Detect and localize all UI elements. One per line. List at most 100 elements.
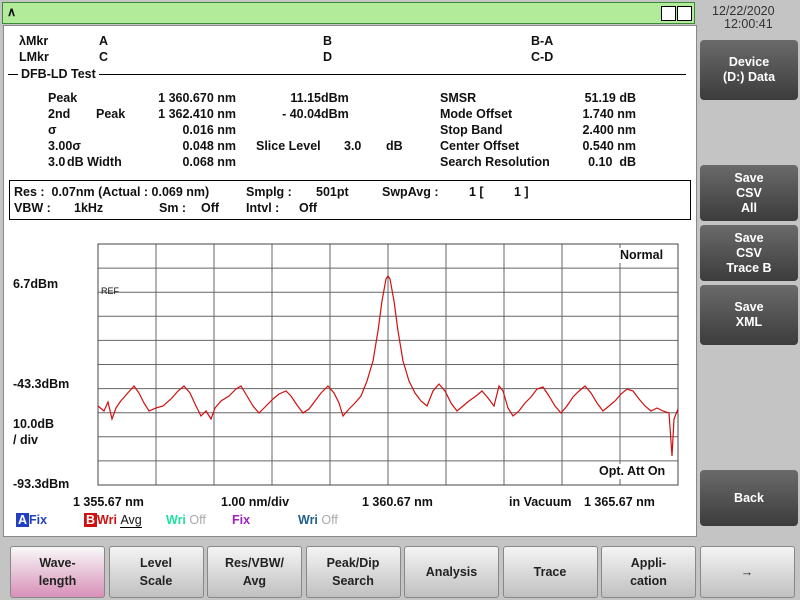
y-label: -43.3dBm [13, 377, 70, 391]
function-key-label: Search [332, 574, 374, 588]
x-label: 1.00 nm/div [221, 495, 290, 509]
result-unit: dBm [321, 91, 349, 105]
result-label: 2nd [48, 107, 71, 121]
result-label: SMSR [440, 91, 477, 105]
function-key-label: cation [630, 574, 667, 588]
maximize-button[interactable] [677, 6, 692, 21]
result-value: 3.0 [344, 139, 362, 153]
title-bar: ∧ [2, 2, 695, 24]
result-label: Stop Band [440, 123, 503, 137]
y-label: -93.3dBm [13, 477, 70, 491]
trace-suffix: Avg [120, 513, 142, 528]
trace-status: Wri [298, 513, 318, 527]
result-value: 1 362.410 nm [158, 107, 236, 121]
setting: VBW : [14, 201, 51, 215]
softkey-label: All [741, 200, 757, 215]
section-line [8, 74, 686, 75]
result-unit: dBm [321, 107, 349, 121]
result-value: 0.048 nm [182, 139, 236, 153]
softkey-label: Save [734, 300, 764, 314]
function-key[interactable]: Trace [502, 546, 598, 598]
result-label: Slice Level [256, 139, 321, 153]
function-key[interactable]: Appli-cation [601, 546, 696, 598]
setting: Res : 0.07nm (Actual : 0.069 nm) [14, 185, 210, 199]
softkey-label: Trace B [726, 260, 772, 275]
setting: Intvl : [246, 201, 280, 215]
logo: ∧ [7, 5, 17, 19]
function-key[interactable]: Level Scale [108, 546, 204, 598]
function-key[interactable]: Peak/Dip Search [305, 546, 401, 598]
softkey[interactable]: Device (D:) Data [700, 40, 798, 100]
x-label: 1 360.67 nm [362, 495, 433, 509]
trace-c[interactable]: Wri Off [166, 513, 206, 528]
setting: Sm : [159, 201, 187, 215]
att-label: Opt. Att On [596, 464, 669, 479]
setting: Off [201, 201, 220, 215]
result-value: 2.400 nm [582, 123, 636, 137]
softkey-label: CSV [736, 245, 762, 260]
result-value: 1.740 nm [582, 107, 636, 121]
softkey[interactable]: Save CSV Trace B [700, 225, 798, 281]
function-key-label: Level [140, 556, 172, 570]
section-title: DFB-LD Test [18, 67, 99, 82]
date: 12/22/2020 [712, 4, 775, 18]
function-key-label: Analysis [425, 565, 478, 579]
main-panel: λMkr A B B-A LMkr C D C-D DFB-LD Test Pe… [3, 25, 697, 537]
function-key-label: Res/VBW/ [224, 556, 285, 570]
result-value: 1 360.670 nm [158, 91, 236, 105]
time: 12:00:41 [724, 17, 773, 31]
softkey-label: Save [734, 230, 764, 245]
y-label: / div [13, 433, 39, 447]
softkey-label: CSV [736, 185, 762, 200]
plot-frame [97, 243, 679, 486]
marker-label: LMkr [19, 50, 49, 64]
function-key-label: Trace [533, 565, 567, 579]
function-key-label: → [740, 565, 754, 579]
spectrum-graph [97, 243, 679, 486]
function-key[interactable]: → [699, 546, 795, 598]
trace-b[interactable]: B Wri Avg [84, 513, 142, 528]
setting: Smplg : [246, 185, 292, 199]
result-value: 11.15 [290, 91, 321, 105]
setting: 501pt [316, 185, 349, 199]
function-key[interactable]: Res/VBW/Avg [207, 546, 302, 598]
softkey[interactable]: Save CSV All [700, 165, 798, 221]
result-label: 3.0 [48, 155, 66, 169]
setting: SwpAvg : [382, 185, 439, 199]
setting: 1kHz [74, 201, 104, 215]
marker-label: B [323, 34, 333, 48]
result-label: Mode Offset [440, 107, 513, 121]
marker-label: C-D [531, 50, 554, 64]
softkey[interactable]: Back [700, 470, 798, 526]
settings-box [9, 180, 691, 220]
minimize-button[interactable] [661, 6, 676, 21]
function-key-label: Wave- [39, 556, 76, 570]
function-key-label: Appli- [630, 556, 667, 570]
result-label: Peak [96, 107, 126, 121]
setting: 1 ] [514, 185, 529, 199]
softkey[interactable]: Save XML [700, 285, 798, 345]
result-label: Center Offset [440, 139, 520, 153]
softkey-label: Save [734, 170, 764, 185]
result-label: Peak [48, 91, 78, 105]
trace-suffix: Off [321, 513, 338, 527]
trace-letter: A [16, 513, 30, 527]
trace-a[interactable]: A Fix [16, 513, 47, 528]
marker-label: D [323, 50, 333, 64]
function-key[interactable]: Analysis [404, 546, 499, 598]
function-key[interactable]: Wave-length [10, 546, 105, 598]
softkey-label: XML [735, 315, 763, 329]
softkey-label: (D:) Data [722, 70, 776, 84]
trace-e[interactable]: Wri Off [298, 513, 338, 528]
x-label: 1 355.67 nm [73, 495, 144, 509]
function-key-label: length [38, 574, 77, 588]
softkey-label: Device [728, 55, 770, 69]
function-key-label: Scale [139, 574, 173, 588]
y-label: 10.0dB [13, 417, 54, 431]
result-label: 3.00σ [48, 139, 81, 153]
ref-label: REF [101, 286, 119, 296]
spectrum-trace [97, 274, 679, 457]
result-label: Search Resolution [440, 155, 550, 169]
trace-d[interactable]: Fix [232, 513, 250, 528]
